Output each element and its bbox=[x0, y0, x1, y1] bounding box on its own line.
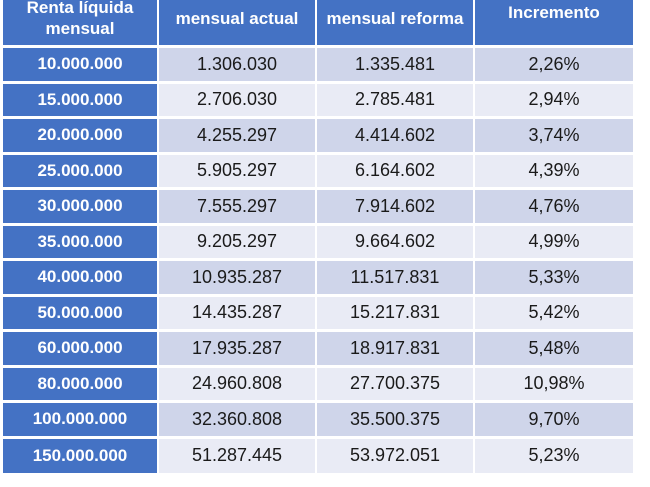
incremento-cell: 4,76% bbox=[474, 187, 633, 224]
actual-cell: 51.287.445 bbox=[158, 435, 317, 473]
incremento-cell: 5,42% bbox=[474, 293, 633, 331]
actual-cell: 7.555.297 bbox=[158, 187, 317, 224]
table-row: 15.000.000 2.706.030 2.785.481 2,94% bbox=[3, 80, 633, 118]
incremento-cell: 4,39% bbox=[474, 151, 633, 189]
renta-cell: 30.000.000 bbox=[3, 187, 159, 224]
table-row: 25.000.000 5.905.297 6.164.602 4,39% bbox=[3, 151, 633, 189]
renta-cell: 35.000.000 bbox=[3, 222, 159, 260]
actual-cell: 5.905.297 bbox=[158, 151, 317, 189]
incremento-cell: 4,99% bbox=[474, 222, 633, 260]
renta-cell: 40.000.000 bbox=[3, 258, 159, 295]
table-row: 35.000.000 9.205.297 9.664.602 4,99% bbox=[3, 222, 633, 260]
reforma-cell: 7.914.602 bbox=[316, 187, 475, 224]
renta-cell: 20.000.000 bbox=[3, 116, 159, 153]
table-row: 30.000.000 7.555.297 7.914.602 4,76% bbox=[3, 187, 633, 224]
header-renta-liquida: Renta líquida mensual bbox=[3, 0, 159, 47]
tax-table: Renta líquida mensual mensual actual men… bbox=[3, 0, 633, 473]
table-header: Renta líquida mensual mensual actual men… bbox=[3, 0, 633, 47]
actual-cell: 1.306.030 bbox=[158, 45, 317, 82]
actual-cell: 32.360.808 bbox=[158, 400, 317, 437]
incremento-cell: 3,74% bbox=[474, 116, 633, 153]
actual-cell: 17.935.287 bbox=[158, 329, 317, 366]
renta-cell: 80.000.000 bbox=[3, 364, 159, 402]
incremento-cell: 5,33% bbox=[474, 258, 633, 295]
reforma-cell: 4.414.602 bbox=[316, 116, 475, 153]
actual-cell: 10.935.287 bbox=[158, 258, 317, 295]
table-row: 20.000.000 4.255.297 4.414.602 3,74% bbox=[3, 116, 633, 153]
reforma-cell: 1.335.481 bbox=[316, 45, 475, 82]
incremento-cell: 5,48% bbox=[474, 329, 633, 366]
header-mensual-actual: mensual actual bbox=[158, 0, 317, 47]
actual-cell: 2.706.030 bbox=[158, 80, 317, 118]
actual-cell: 9.205.297 bbox=[158, 222, 317, 260]
reforma-cell: 15.217.831 bbox=[316, 293, 475, 331]
reforma-cell: 27.700.375 bbox=[316, 364, 475, 402]
renta-cell: 25.000.000 bbox=[3, 151, 159, 189]
table-row: 10.000.000 1.306.030 1.335.481 2,26% bbox=[3, 45, 633, 82]
table-row: 50.000.000 14.435.287 15.217.831 5,42% bbox=[3, 293, 633, 331]
incremento-cell: 2,26% bbox=[474, 45, 633, 82]
reforma-cell: 9.664.602 bbox=[316, 222, 475, 260]
header-mensual-reforma: mensual reforma bbox=[316, 0, 475, 47]
reforma-cell: 18.917.831 bbox=[316, 329, 475, 366]
table-body: 10.000.000 1.306.030 1.335.481 2,26% 15.… bbox=[3, 45, 633, 473]
incremento-cell: 10,98% bbox=[474, 364, 633, 402]
incremento-cell: 2,94% bbox=[474, 80, 633, 118]
header-incremento: Incremento bbox=[474, 0, 633, 47]
table-row: 150.000.000 51.287.445 53.972.051 5,23% bbox=[3, 435, 633, 473]
actual-cell: 4.255.297 bbox=[158, 116, 317, 153]
renta-cell: 150.000.000 bbox=[3, 435, 159, 473]
table-row: 40.000.000 10.935.287 11.517.831 5,33% bbox=[3, 258, 633, 295]
renta-cell: 15.000.000 bbox=[3, 80, 159, 118]
renta-cell: 60.000.000 bbox=[3, 329, 159, 366]
renta-cell: 100.000.000 bbox=[3, 400, 159, 437]
renta-cell: 10.000.000 bbox=[3, 45, 159, 82]
renta-cell: 50.000.000 bbox=[3, 293, 159, 331]
incremento-cell: 5,23% bbox=[474, 435, 633, 473]
reforma-cell: 6.164.602 bbox=[316, 151, 475, 189]
reforma-cell: 11.517.831 bbox=[316, 258, 475, 295]
table-row: 60.000.000 17.935.287 18.917.831 5,48% bbox=[3, 329, 633, 366]
table-row: 100.000.000 32.360.808 35.500.375 9,70% bbox=[3, 400, 633, 437]
table-row: 80.000.000 24.960.808 27.700.375 10,98% bbox=[3, 364, 633, 402]
reforma-cell: 35.500.375 bbox=[316, 400, 475, 437]
reforma-cell: 53.972.051 bbox=[316, 435, 475, 473]
incremento-cell: 9,70% bbox=[474, 400, 633, 437]
actual-cell: 14.435.287 bbox=[158, 293, 317, 331]
header-row: Renta líquida mensual mensual actual men… bbox=[3, 0, 633, 47]
reforma-cell: 2.785.481 bbox=[316, 80, 475, 118]
actual-cell: 24.960.808 bbox=[158, 364, 317, 402]
